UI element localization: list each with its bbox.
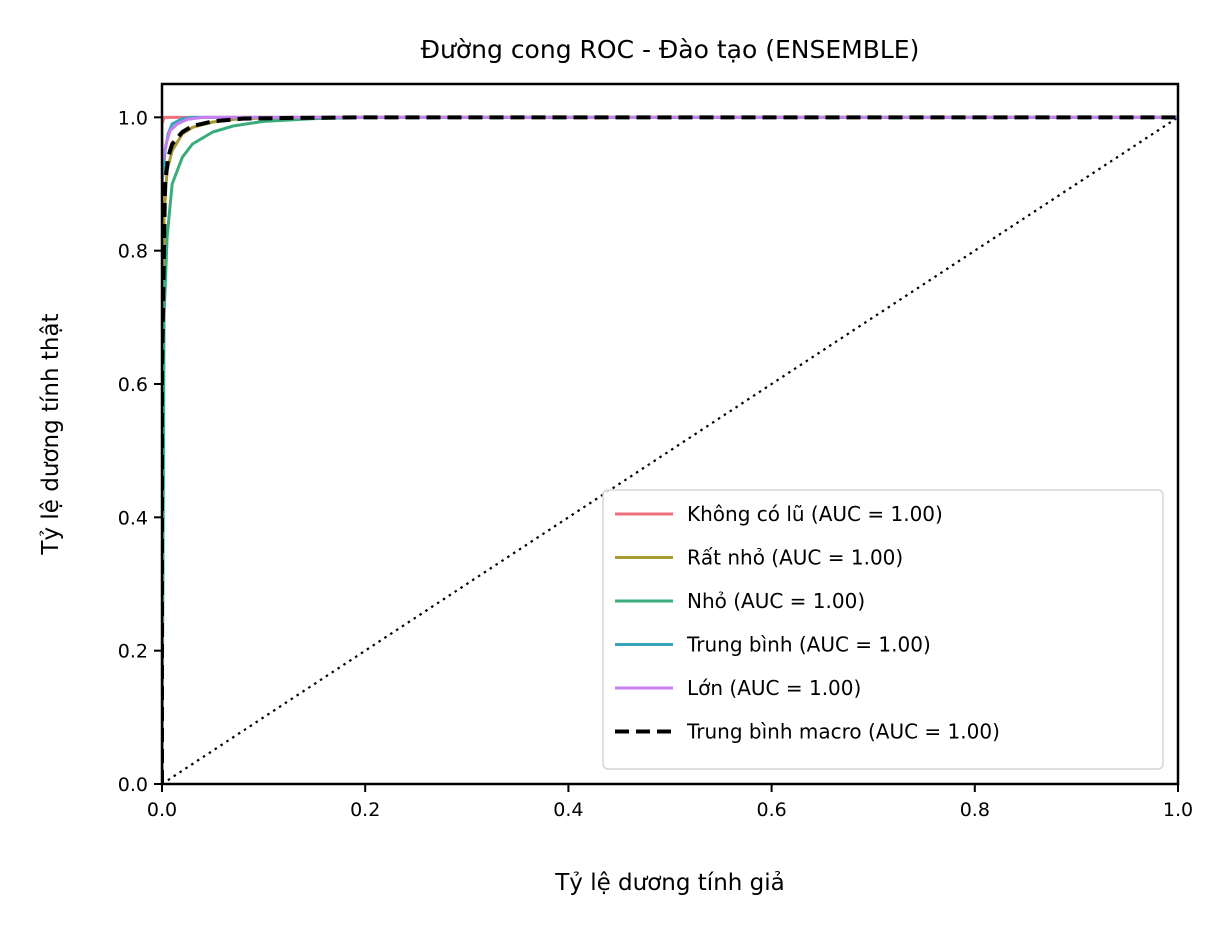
x-tick-label: 0.8 (960, 799, 990, 821)
y-tick-label: 0.6 (118, 374, 148, 396)
legend-label-2: Rất nhỏ (AUC = 1.00) (687, 546, 903, 570)
series-line-6 (162, 115, 1178, 784)
legend-label-6: Trung bình macro (AUC = 1.00) (686, 720, 1000, 744)
legend: Không có lũ (AUC = 1.00) Rất nhỏ (AUC = 1… (602, 489, 1164, 770)
x-tick-label: 0.4 (553, 799, 583, 821)
legend-label-3: Nhỏ (AUC = 1.00) (687, 589, 865, 613)
y-tick-label: 0.4 (118, 507, 148, 529)
y-tick-label: 0.0 (118, 774, 148, 796)
legend-label-1: Không có lũ (AUC = 1.00) (687, 502, 943, 526)
y-tick-label: 0.2 (118, 641, 148, 663)
x-tick-label: 0.0 (147, 799, 177, 821)
plot-frame (160, 82, 1180, 786)
x-tick-label: 0.2 (350, 799, 380, 821)
plot-area (162, 115, 1178, 784)
x-axis-label: Tỷ lệ dương tính giả (554, 870, 785, 896)
axis-ticks: 0.0 0.2 0.4 0.6 0.8 1.0 0.0 0.2 0.4 0.6 0.8 1.0 (118, 82, 1193, 821)
chart-title: Đường cong ROC - Đào tạo (ENSEMBLE) (421, 35, 920, 64)
x-tick-label: 1.0 (1163, 799, 1193, 821)
y-tick-label: 0.8 (118, 241, 148, 263)
x-tick-label: 0.6 (756, 799, 786, 821)
legend-box (602, 489, 1164, 770)
legend-label-5: Lớn (AUC = 1.00) (687, 676, 861, 700)
y-axis-label: Tỷ lệ dương tính thật (38, 313, 64, 555)
y-tick-label: 1.0 (118, 107, 148, 129)
legend-label-4: Trung bình (AUC = 1.00) (686, 633, 931, 657)
